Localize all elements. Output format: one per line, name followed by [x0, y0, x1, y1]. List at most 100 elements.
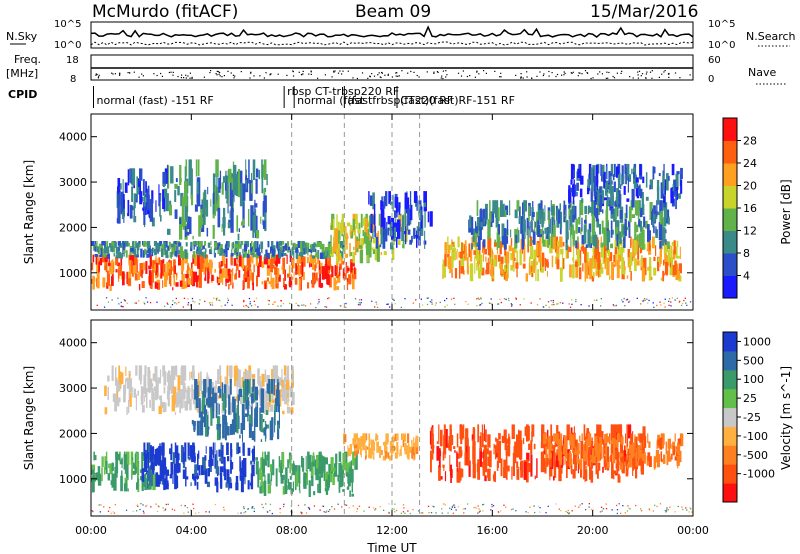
range-gate-cell — [665, 239, 667, 245]
range-gate-cell — [363, 232, 367, 244]
range-gate-cell — [325, 511, 327, 513]
range-gate-cell — [250, 269, 252, 282]
range-gate-cell — [261, 159, 263, 179]
range-gate-cell — [207, 268, 210, 279]
range-gate-cell — [271, 399, 275, 404]
range-gate-cell — [473, 441, 476, 446]
range-gate-cell — [472, 438, 475, 459]
range-gate-cell — [216, 276, 218, 283]
range-gate-cell — [583, 456, 585, 477]
range-gate-cell — [462, 424, 465, 438]
nave-dot — [494, 70, 496, 72]
range-gate-cell — [123, 194, 125, 209]
range-gate-cell — [241, 376, 245, 388]
range-gate-cell — [115, 256, 119, 266]
range-gate-cell — [134, 467, 138, 473]
range-gate-cell — [171, 365, 173, 384]
range-gate-cell — [243, 305, 245, 307]
range-gate-cell — [358, 245, 363, 249]
range-gate-cell — [240, 475, 244, 493]
range-gate-cell — [259, 467, 262, 481]
range-gate-cell — [219, 273, 222, 283]
range-gate-cell — [267, 484, 271, 494]
range-gate-cell — [198, 263, 202, 279]
range-gate-cell — [249, 301, 251, 303]
range-gate-cell — [171, 508, 173, 510]
range-gate-cell — [344, 240, 346, 259]
range-gate-cell — [159, 395, 162, 401]
range-gate-cell — [387, 227, 389, 236]
range-gate-cell — [162, 507, 164, 509]
range-gate-cell — [618, 475, 621, 483]
range-gate-cell — [533, 259, 536, 270]
range-gate-cell — [250, 254, 253, 262]
range-gate-cell — [372, 192, 375, 210]
range-gate-cell — [295, 245, 299, 253]
range-gate-cell — [166, 469, 168, 489]
range-gate-cell — [267, 511, 269, 513]
range-gate-cell — [279, 508, 281, 510]
range-gate-cell — [239, 254, 242, 267]
range-gate-cell — [679, 433, 684, 447]
range-gate-cell — [162, 280, 164, 289]
range-gate-cell — [539, 507, 541, 509]
nave-dot — [457, 72, 460, 74]
range-gate-cell — [267, 258, 270, 266]
range-gate-cell — [670, 301, 672, 303]
range-gate-cell — [430, 512, 433, 514]
range-gate-cell — [611, 461, 614, 479]
range-gate-cell — [193, 507, 195, 510]
range-gate-cell — [115, 451, 119, 460]
range-gate-cell — [289, 455, 292, 474]
range-gate-cell — [542, 306, 545, 308]
range-gate-cell — [546, 227, 549, 240]
range-gate-cell — [303, 304, 305, 306]
range-gate-cell — [456, 433, 459, 448]
range-gate-cell — [224, 264, 226, 269]
range-gate-cell — [547, 301, 550, 303]
range-gate-cell — [613, 181, 616, 193]
range-gate-cell — [174, 411, 177, 415]
range-gate-cell — [225, 422, 228, 430]
range-gate-cell — [575, 259, 579, 278]
range-gate-cell — [153, 264, 157, 271]
range-gate-cell — [223, 506, 225, 509]
range-gate-cell — [395, 218, 397, 227]
range-gate-cell — [156, 301, 158, 303]
nave-dot — [407, 72, 409, 74]
range-gate-cell — [569, 226, 572, 237]
range-gate-cell — [221, 182, 224, 195]
range-gate-cell — [487, 468, 491, 481]
range-gate-cell — [186, 390, 188, 410]
range-gate-cell — [556, 251, 560, 268]
range-gate-cell — [504, 252, 507, 263]
range-gate-cell — [282, 267, 285, 275]
range-gate-cell — [318, 452, 321, 462]
range-gate-cell — [347, 473, 351, 487]
range-gate-cell — [318, 462, 321, 475]
range-gate-cell — [493, 259, 497, 267]
range-gate-cell — [230, 460, 232, 474]
range-gate-cell — [544, 458, 546, 467]
range-gate-cell — [130, 451, 134, 465]
range-gate-cell — [281, 379, 285, 393]
range-gate-cell — [155, 200, 157, 212]
range-gate-cell — [493, 242, 497, 247]
range-gate-cell — [210, 407, 213, 426]
range-gate-cell — [242, 442, 245, 456]
range-gate-cell — [385, 451, 387, 459]
range-gate-cell — [240, 512, 242, 514]
nave-dot — [663, 71, 665, 73]
nave-dot — [114, 73, 116, 75]
range-gate-cell — [667, 438, 671, 449]
range-gate-cell — [261, 473, 263, 484]
range-gate-cell — [199, 299, 201, 301]
range-gate-cell — [405, 444, 407, 448]
range-gate-cell — [602, 190, 605, 204]
nave-dot — [440, 77, 442, 79]
range-gate-cell — [209, 385, 211, 398]
range-gate-cell — [545, 240, 549, 247]
range-gate-cell — [458, 461, 461, 483]
range-gate-cell — [663, 210, 667, 227]
